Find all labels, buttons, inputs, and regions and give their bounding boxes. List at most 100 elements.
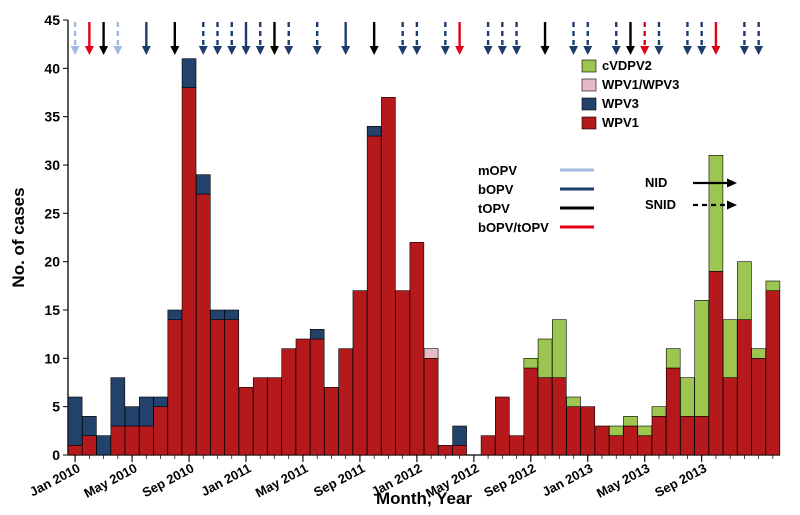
campaign-arrow-tOPV-NID [170,22,179,55]
bar-WPV3 [82,416,96,435]
x-tick-label: May 2011 [253,460,310,500]
bar-cVDPV2 [552,320,566,378]
bar-WPV1 [296,339,310,455]
bar-WPV3 [97,436,111,455]
bar-WPV1 [282,349,296,455]
bar-WPV1 [581,407,595,455]
bar-WPV1 [680,416,694,455]
bar-WPV1 [196,194,210,455]
x-tick-label: May 2010 [81,460,139,500]
bar-cVDPV2 [709,155,723,271]
campaign-arrow-bOPV-SNID [740,22,749,55]
legend-vaccine-tOPV: tOPV [478,201,510,216]
bar-WPV3 [310,329,324,339]
legend-swatch-WPV1 [582,117,596,129]
bar-cVDPV2 [567,397,581,407]
y-tick-label: 35 [44,109,60,125]
campaign-arrow-bOPV-tOPV-SNID [640,22,649,55]
y-tick-label: 0 [52,447,60,463]
campaign-arrow-bOPV-SNID [583,22,592,55]
campaign-arrow-bOPV-tOPV-NID [455,22,464,55]
bar-WPV1 [381,97,395,455]
bar-WPV1 [125,426,139,455]
bar-WPV1 [638,436,652,455]
bar-WPV3 [367,126,381,136]
bar-WPV1 [225,320,239,455]
campaign-arrow-bOPV-tOPV-NID [85,22,94,55]
legend-label-WPV1: WPV1 [602,115,639,130]
bar-WPV1 [723,378,737,455]
bar-WPV1 [538,378,552,455]
bar-WPV1 [111,426,125,455]
campaign-arrow-bOPV-SNID [697,22,706,55]
bar-WPV1 [82,436,96,455]
bar-WPV1 [737,320,751,455]
bar-WPV1 [666,368,680,455]
legend-label-cVDPV2: cVDPV2 [602,58,652,73]
x-tick-label: Sep 2010 [140,460,197,500]
campaign-arrow-bOPV-SNID [313,22,322,55]
bar-WPV1 [239,387,253,455]
campaign-arrow-bOPV-SNID [412,22,421,55]
bar-WPV1 [367,136,381,455]
bar-WPV3 [168,310,182,320]
bar-WPV1 [168,320,182,455]
legend-campaign-NID: NID [645,175,667,190]
bar-cVDPV2 [609,426,623,436]
y-tick-label: 40 [44,60,60,76]
campaign-arrow-tOPV-NID [626,22,635,55]
campaign-arrow-bOPV-SNID [498,22,507,55]
bar-cVDPV2 [695,300,709,416]
y-tick-label: 30 [44,157,60,173]
x-axis-label: Month, Year [376,489,472,508]
bar-WPV3 [225,310,239,320]
bar-WPV1 [310,339,324,455]
bar-cVDPV2 [737,262,751,320]
campaign-arrow-tOPV-NID [541,22,550,55]
y-tick-label: 5 [52,399,60,415]
legend-vaccine-bOPV: bOPV [478,182,514,197]
bar-cVDPV2 [723,320,737,378]
bar-WPV1 [752,358,766,455]
campaign-arrow-bOPV-SNID [484,22,493,55]
campaign-arrow-bOPV-NID [242,22,251,55]
bar-WPV1 [396,291,410,455]
bar-WPV1 [481,436,495,455]
campaign-arrow-bOPV-SNID [683,22,692,55]
bar-WPV3 [125,407,139,426]
bar-WPV3 [211,310,225,320]
legend-label-WPV1-WPV3: WPV1/WPV3 [602,77,679,92]
bar-WPV1 [268,378,282,455]
bar-WPV1 [595,426,609,455]
campaign-arrow-tOPV-NID [99,22,108,55]
campaign-arrow-bOPV-SNID [569,22,578,55]
bar-WPV1 [154,407,168,455]
campaign-arrow-bOPV-SNID [754,22,763,55]
bar-WPV1 [339,349,353,455]
x-tick-label: Sep 2013 [652,460,709,500]
bar-WPV1 [424,358,438,455]
campaign-arrow-bOPV-SNID [227,22,236,55]
bar-cVDPV2 [624,416,638,426]
legend-vaccine-bOPV-tOPV: bOPV/tOPV [478,220,549,235]
campaign-arrow-mOPV-SNID [71,22,80,55]
bar-WPV1 [709,271,723,455]
bar-WPV1 [766,291,780,455]
campaign-arrow-bOPV-tOPV-NID [711,22,720,55]
bar-WPV1/WPV3 [424,349,438,359]
bar-WPV1 [253,378,267,455]
campaign-arrow-bOPV-SNID [284,22,293,55]
chart-svg: 051015202530354045No. of casesJan 2010Ma… [0,0,800,510]
y-tick-label: 25 [44,205,60,221]
chart-container: 051015202530354045No. of casesJan 2010Ma… [0,0,800,510]
bar-WPV3 [154,397,168,407]
campaign-arrow-mOPV-SNID [113,22,122,55]
bar-WPV1 [410,242,424,455]
bar-WPV1 [453,445,467,455]
legend-vaccine-mOPV: mOPV [478,163,517,178]
bar-WPV1 [182,88,196,455]
bar-WPV1 [139,426,153,455]
bar-cVDPV2 [652,407,666,417]
y-tick-label: 15 [44,302,60,318]
bar-WPV3 [139,397,153,426]
